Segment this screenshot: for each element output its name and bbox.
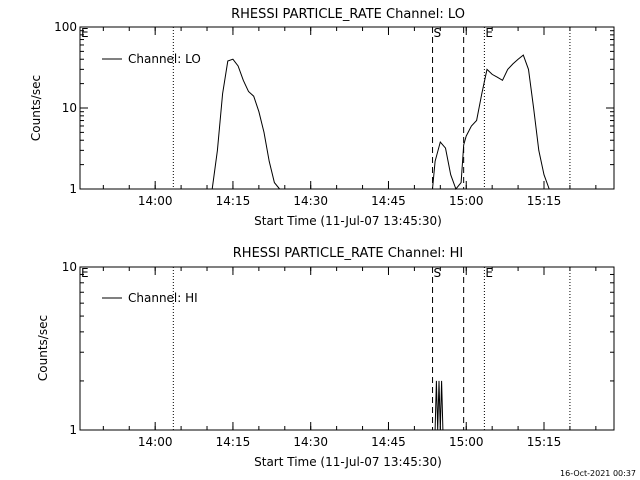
chart-title: RHESSI PARTICLE_RATE Channel: HI [233, 246, 463, 261]
series-line [211, 54, 550, 191]
x-tick-label: 14:30 [293, 194, 328, 208]
y-tick-label: 10 [62, 101, 77, 115]
time-marker-label: S [434, 266, 442, 280]
x-tick-label: 14:15 [216, 435, 251, 449]
time-marker-label: S [434, 26, 442, 40]
x-tick-label: 15:00 [449, 194, 484, 208]
x-tick-label: 15:15 [527, 194, 562, 208]
chart-title: RHESSI PARTICLE_RATE Channel: LO [231, 7, 465, 22]
x-tick-label: 15:15 [527, 435, 562, 449]
x-axis-label: Start Time (11-Jul-07 13:45:30) [254, 455, 442, 469]
legend: Channel: HI [102, 291, 198, 305]
x-tick-label: 15:00 [449, 435, 484, 449]
y-axis-label: Counts/sec [29, 75, 43, 141]
chart-panel-lo: RHESSI PARTICLE_RATE Channel: LO Start T… [29, 7, 615, 228]
x-tick-label: 14:00 [138, 194, 173, 208]
legend-label: Channel: LO [128, 52, 201, 66]
time-marker-label: E [81, 26, 89, 40]
time-marker-label: E [81, 266, 89, 280]
footer-timestamp: 16-Oct-2021 00:37 [560, 469, 636, 478]
series-line [434, 380, 444, 431]
legend-label: Channel: HI [128, 291, 198, 305]
x-tick-label: 14:15 [216, 194, 251, 208]
time-marker-label: E [485, 266, 493, 280]
x-tick-label: 14:00 [138, 435, 173, 449]
x-tick-label: 14:30 [293, 435, 328, 449]
chart-panel-hi: RHESSI PARTICLE_RATE Channel: HI Start T… [36, 246, 615, 469]
y-axis-label: Counts/sec [36, 315, 50, 381]
plot-area [79, 266, 615, 431]
y-tick-label: 1 [69, 423, 77, 437]
y-tick-label: 1 [69, 182, 77, 196]
x-axis-label: Start Time (11-Jul-07 13:45:30) [254, 214, 442, 228]
x-tick-label: 14:45 [371, 435, 406, 449]
y-tick-label: 100 [54, 20, 77, 34]
time-marker-label: E [485, 26, 493, 40]
y-tick-label: 10 [62, 260, 77, 274]
legend: Channel: LO [102, 52, 201, 66]
x-tick-label: 14:45 [371, 194, 406, 208]
